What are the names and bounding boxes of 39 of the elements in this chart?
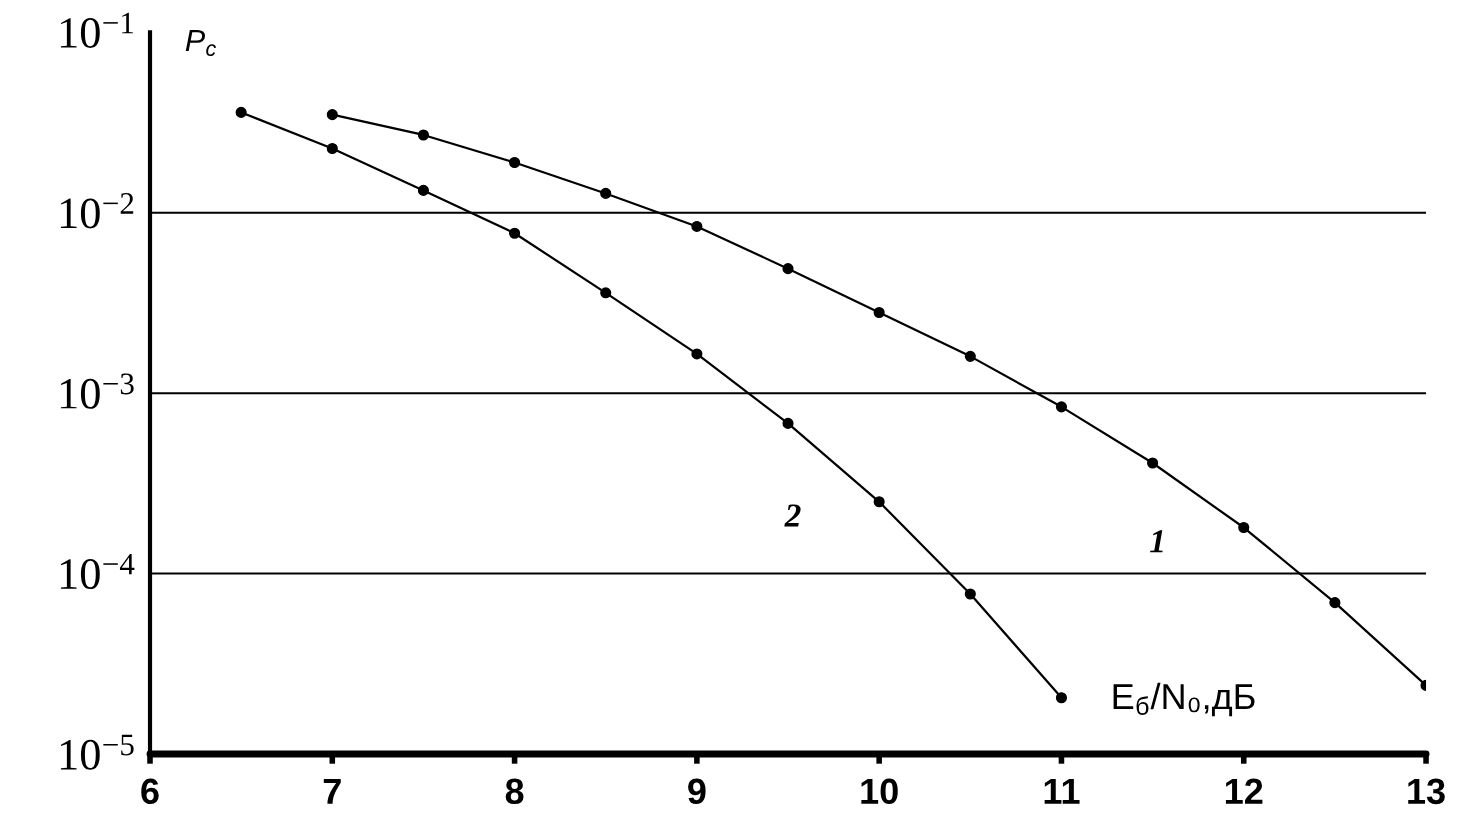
x-tick-label: 6	[141, 778, 159, 805]
point	[782, 417, 794, 429]
point	[1055, 692, 1068, 704]
point	[873, 306, 885, 319]
y-tick-label: 10$^{−4}$	[60, 553, 135, 590]
x-tick-label: 11	[1044, 778, 1080, 804]
x-tick-label: 9	[688, 778, 706, 805]
point	[691, 220, 703, 232]
point	[1238, 521, 1250, 534]
point	[326, 109, 338, 121]
y-tick-label: 10$^{−2}$	[60, 193, 134, 229]
x-tick-label: 12	[1225, 778, 1263, 804]
point	[509, 227, 521, 239]
point	[964, 588, 976, 600]
y-tick-label: 10$^{−1}$	[60, 12, 134, 48]
point	[1147, 457, 1159, 469]
x-tick-label: 10	[861, 778, 898, 805]
point	[691, 348, 703, 360]
series-label: 1	[1150, 530, 1163, 553]
series-label: 2	[784, 504, 801, 527]
x-tick-label: 8	[505, 778, 524, 805]
point	[873, 496, 885, 508]
x-tick-label: 13	[1408, 778, 1445, 805]
x-axis-title: E$_{б}$/N₀,дБ	[1113, 682, 1255, 717]
y-tick-label: 10$^{−5}$	[60, 734, 134, 770]
point	[417, 129, 429, 141]
point	[782, 263, 794, 275]
point	[417, 184, 429, 196]
point	[964, 350, 976, 362]
y-axis-title: P$_{c}$	[185, 30, 216, 57]
x-tick-label: 7	[323, 778, 341, 804]
point	[600, 287, 612, 299]
point	[1055, 401, 1068, 413]
point	[326, 142, 338, 155]
point	[1329, 597, 1341, 609]
y-tick-label: 10$^{−3}$	[60, 373, 134, 409]
point	[600, 187, 612, 199]
point	[509, 156, 521, 169]
point	[235, 106, 247, 118]
